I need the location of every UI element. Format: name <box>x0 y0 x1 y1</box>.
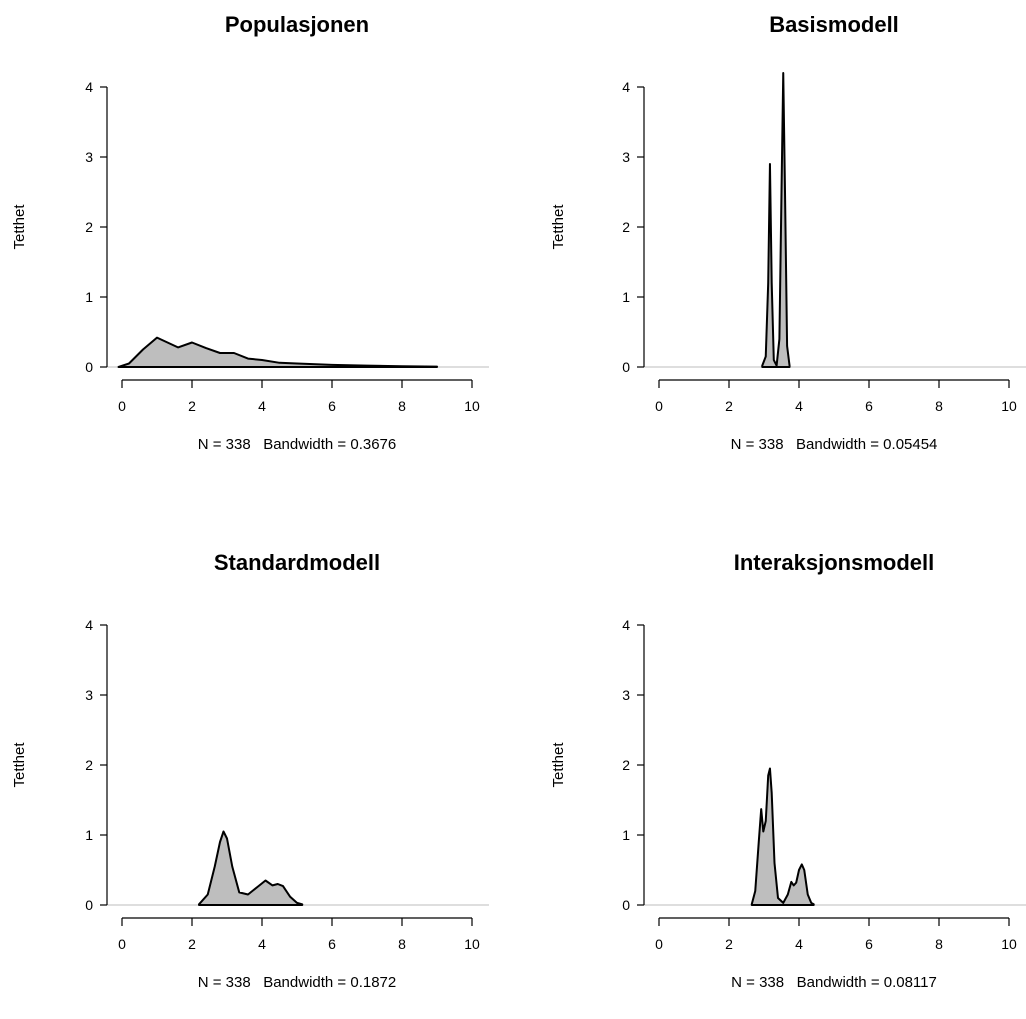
y-tick-label: 2 <box>85 219 93 235</box>
panel-title: Basismodell <box>769 12 899 37</box>
y-axis-label: Tetthet <box>11 204 28 250</box>
x-tick-label: 2 <box>725 936 733 952</box>
x-tick-label: 10 <box>1001 936 1017 952</box>
x-tick-label: 6 <box>328 936 336 952</box>
y-tick-label: 4 <box>85 617 93 633</box>
x-tick-label: 10 <box>464 936 480 952</box>
y-tick-label: 1 <box>622 827 630 843</box>
y-tick-label: 3 <box>622 149 630 165</box>
density-panel: Populasjonen 0 1 2 3 4 Tetthet 0 2 4 6 8 10 N = 338 B… <box>11 12 489 453</box>
y-axis-label: Tetthet <box>550 742 567 788</box>
x-tick-label: 6 <box>328 398 336 414</box>
y-axis-label: Tetthet <box>11 742 28 788</box>
density-panel: Interaksjonsmodell 0 1 2 3 4 Tetthet 0 2 4 6 8 10 N =… <box>550 550 1026 991</box>
density-curve <box>117 336 438 368</box>
x-tick-label: 8 <box>398 398 406 414</box>
y-tick-label: 4 <box>622 79 630 95</box>
x-tick-label: 10 <box>1001 398 1017 414</box>
y-tick-label: 4 <box>622 617 630 633</box>
x-tick-label: 8 <box>935 398 943 414</box>
x-tick-label: 4 <box>258 398 266 414</box>
x-tick-label: 8 <box>935 936 943 952</box>
y-tick-label: 1 <box>85 827 93 843</box>
x-tick-label: 4 <box>795 398 803 414</box>
panel-title: Interaksjonsmodell <box>734 550 935 575</box>
y-tick-label: 3 <box>85 149 93 165</box>
x-tick-label: 0 <box>118 398 126 414</box>
x-tick-label: 6 <box>865 936 873 952</box>
y-tick-label: 0 <box>85 359 93 375</box>
y-tick-label: 1 <box>85 289 93 305</box>
density-curve <box>750 767 815 906</box>
y-tick-label: 2 <box>622 757 630 773</box>
density-panel: Standardmodell 0 1 2 3 4 Tetthet 0 2 4 6 8 10 N = 338… <box>11 550 489 991</box>
x-tick-label: 2 <box>188 398 196 414</box>
y-tick-label: 0 <box>622 359 630 375</box>
y-tick-label: 2 <box>85 757 93 773</box>
y-tick-label: 1 <box>622 289 630 305</box>
panel-title: Populasjonen <box>225 12 369 37</box>
density-curve <box>761 72 791 368</box>
x-axis-label: N = 338 Bandwidth = 0.05454 <box>731 436 938 453</box>
x-tick-label: 4 <box>258 936 266 952</box>
y-tick-label: 0 <box>85 897 93 913</box>
y-tick-label: 3 <box>622 687 630 703</box>
y-tick-label: 2 <box>622 219 630 235</box>
x-tick-label: 2 <box>725 398 733 414</box>
x-tick-label: 0 <box>655 398 663 414</box>
x-axis-label: N = 338 Bandwidth = 0.3676 <box>198 436 396 453</box>
x-axis-label: N = 338 Bandwidth = 0.1872 <box>198 974 396 991</box>
x-tick-label: 10 <box>464 398 480 414</box>
x-tick-label: 8 <box>398 936 406 952</box>
x-tick-label: 2 <box>188 936 196 952</box>
x-axis-label: N = 338 Bandwidth = 0.08117 <box>731 974 937 991</box>
density-curve <box>198 830 304 906</box>
y-tick-label: 4 <box>85 79 93 95</box>
y-tick-label: 3 <box>85 687 93 703</box>
density-panel: Basismodell 0 1 2 3 4 Tetthet 0 2 4 6 8 10 N = 338 Ba… <box>550 12 1026 453</box>
y-axis-label: Tetthet <box>550 204 567 250</box>
x-tick-label: 6 <box>865 398 873 414</box>
panel-title: Standardmodell <box>214 550 380 575</box>
x-tick-label: 0 <box>655 936 663 952</box>
x-tick-label: 0 <box>118 936 126 952</box>
x-tick-label: 4 <box>795 936 803 952</box>
y-tick-label: 0 <box>622 897 630 913</box>
